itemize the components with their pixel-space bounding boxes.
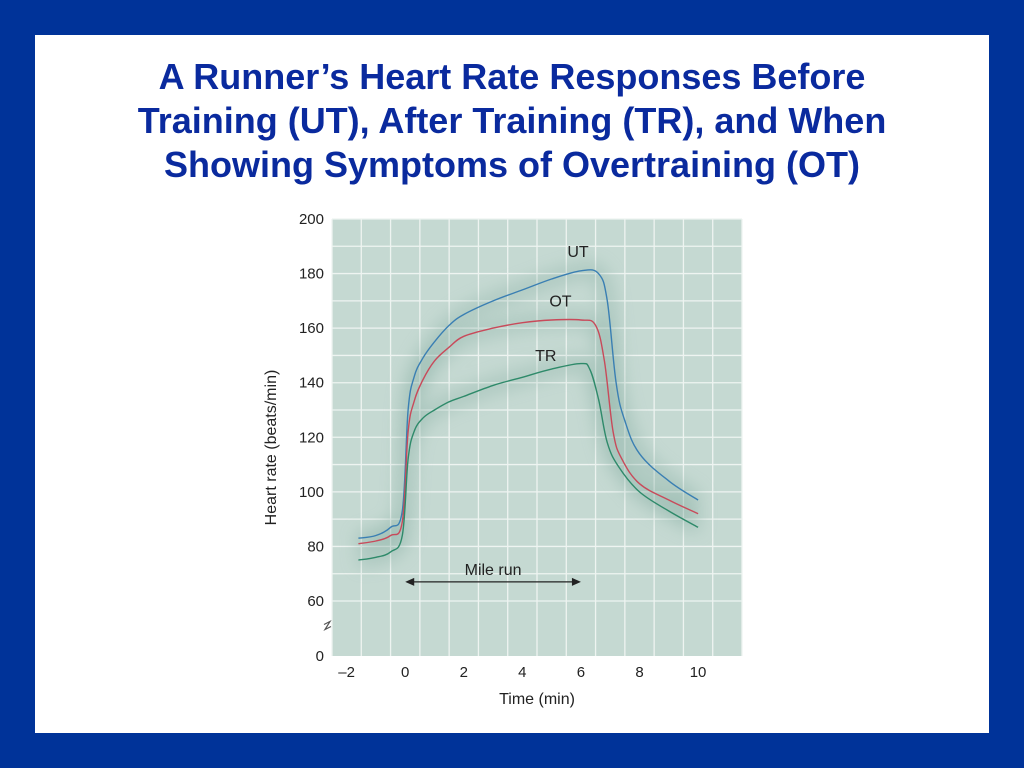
mile-run-label: Mile run [465,562,522,579]
slide-title-line-2: Training (UT), After Training (TR), and … [137,100,887,141]
axis-break-icon [323,620,332,631]
series-label-ut: UT [567,244,589,261]
mile-run-annotation: Mile run [405,562,581,586]
series-line-ut [358,269,699,539]
arrow-head-right-icon [571,577,581,586]
y-tick-label: 160 [299,320,324,337]
y-tick-label: 140 [299,375,324,392]
slide-title-line-1: A Runner’s Heart Rate Responses Before [158,56,866,97]
x-tick-label: 0 [401,664,409,681]
y-tick-label: 80 [307,538,324,555]
y-tick-label: 0 [316,648,324,665]
slide-title: A Runner’s Heart Rate Responses Before T… [35,55,989,187]
series-lines: UT OT TR [358,244,699,561]
x-tick-label: 6 [577,664,585,681]
axis-ticks: 0 60 80 100 120 140 160 180 200 –2 0 2 4 6 8 10 [299,211,706,681]
y-tick-label: 120 [299,429,324,446]
x-axis-title: Time (min) [499,691,575,708]
y-axis-title: Heart rate (beats/min) [263,370,280,526]
x-tick-label: –2 [338,664,355,681]
slide: A Runner’s Heart Rate Responses Before T… [35,35,989,733]
x-tick-label: 10 [690,664,707,681]
x-tick-label: 2 [460,664,468,681]
y-tick-label: 200 [299,211,324,228]
series-line-ot [358,318,699,545]
x-tick-label: 8 [635,664,643,681]
y-tick-label: 180 [299,266,324,283]
y-tick-label: 60 [307,593,324,610]
y-tick-label: 100 [299,484,324,501]
series-line-tr [358,362,699,561]
x-tick-label: 4 [518,664,526,681]
series-label-tr: TR [535,348,556,365]
series-label-ot: OT [549,293,571,310]
arrow-head-left-icon [405,577,415,586]
slide-title-line-3: Showing Symptoms of Overtraining (OT) [163,144,861,185]
